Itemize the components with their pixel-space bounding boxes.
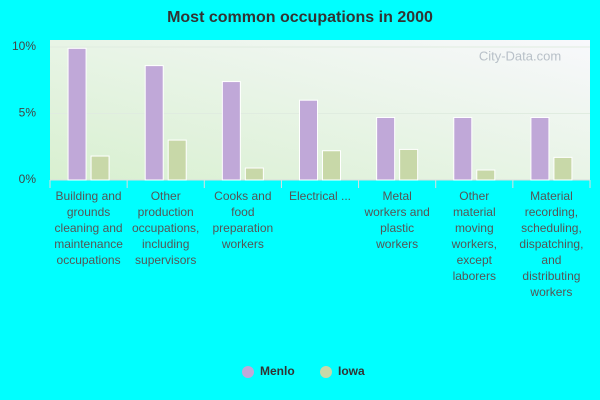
x-tick-label: Cooks and food preparation workers — [212, 189, 274, 251]
bar — [221, 81, 241, 181]
bar — [476, 169, 496, 181]
bar — [244, 167, 264, 181]
x-tick-label: Building and grounds cleaning and mainte… — [54, 189, 123, 267]
y-tick-label: 0% — [19, 172, 37, 186]
x-tick-label: Material recording, scheduling, dispatch… — [519, 189, 584, 299]
bar — [530, 116, 550, 181]
bar — [399, 148, 419, 181]
bar — [90, 155, 110, 181]
watermark: City-Data.com — [479, 48, 561, 63]
bar — [299, 99, 318, 181]
chart-title: Most common occupations in 2000 — [167, 9, 433, 26]
bar — [67, 47, 87, 181]
legend-label: Menlo — [260, 364, 295, 378]
bar — [167, 139, 187, 181]
x-tick-label: Electrical ... — [288, 189, 351, 203]
legend-label: Iowa — [338, 364, 365, 378]
plot-area — [50, 40, 590, 180]
bar — [453, 116, 473, 181]
x-tick-label: Metal workers and plastic workers — [364, 189, 430, 251]
bar — [553, 156, 573, 181]
bar — [322, 150, 341, 181]
bar — [144, 65, 164, 181]
legend-swatch — [320, 366, 332, 378]
y-tick-label: 5% — [19, 106, 37, 120]
bar — [376, 116, 396, 181]
x-tick-label: Other material moving workers, except la… — [451, 189, 497, 283]
x-tick-label: Other production occupations, including … — [132, 189, 200, 267]
legend-swatch — [242, 366, 254, 378]
y-tick-label: 10% — [12, 39, 36, 53]
